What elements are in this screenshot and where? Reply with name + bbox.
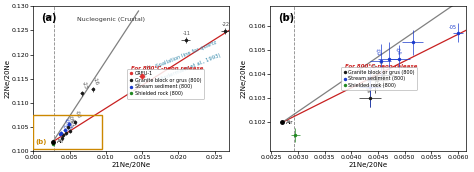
Text: -03: -03 bbox=[74, 110, 81, 119]
Text: -05: -05 bbox=[63, 118, 70, 127]
Text: -05: -05 bbox=[66, 115, 74, 124]
Text: (Niedermann et al., 1993): (Niedermann et al., 1993) bbox=[156, 53, 222, 83]
Text: -12: -12 bbox=[137, 71, 145, 80]
Text: -16: -16 bbox=[91, 77, 99, 86]
Bar bbox=[33, 115, 102, 149]
Text: -08: -08 bbox=[364, 86, 370, 94]
Text: -01: -01 bbox=[65, 122, 73, 131]
Text: -09: -09 bbox=[364, 74, 371, 84]
Legend: Granite block or grus (800), Stream sediment (800), Shielded rock (800): Granite block or grus (800), Stream sedi… bbox=[341, 67, 417, 90]
Text: (b): (b) bbox=[36, 139, 47, 145]
Text: -11: -11 bbox=[183, 31, 191, 36]
Text: -02: -02 bbox=[61, 123, 68, 133]
Text: For 800°C-neon release: For 800°C-neon release bbox=[345, 64, 417, 69]
X-axis label: 21Ne/20Ne: 21Ne/20Ne bbox=[348, 162, 388, 168]
Text: Nucleogenic (Crustal): Nucleogenic (Crustal) bbox=[77, 17, 145, 22]
Text: (b): (b) bbox=[278, 13, 294, 23]
Text: -04: -04 bbox=[393, 47, 401, 56]
Text: -20: -20 bbox=[143, 64, 151, 73]
Legend: CREU-1, Granite block or grus (800), Stream sediment (800), Shielded rock (800): CREU-1, Granite block or grus (800), Str… bbox=[128, 69, 203, 99]
Text: -22: -22 bbox=[221, 23, 229, 28]
Text: mfl: mfl bbox=[44, 15, 53, 20]
X-axis label: 21Ne/20Ne: 21Ne/20Ne bbox=[112, 162, 151, 168]
Text: (a): (a) bbox=[41, 13, 57, 23]
Text: -02: -02 bbox=[374, 48, 382, 57]
Text: For 800°C-neon release: For 800°C-neon release bbox=[131, 66, 204, 71]
Text: -05: -05 bbox=[448, 25, 456, 30]
Text: -02: -02 bbox=[64, 121, 72, 130]
Y-axis label: 22Ne/20Ne: 22Ne/20Ne bbox=[241, 59, 247, 98]
Text: 19-01: 19-01 bbox=[376, 59, 384, 72]
Text: -01: -01 bbox=[69, 119, 76, 128]
Text: -09: -09 bbox=[369, 73, 375, 81]
Text: 21-01: 21-01 bbox=[369, 63, 377, 76]
Text: Air: Air bbox=[286, 120, 293, 125]
Text: Spallation line for quartz: Spallation line for quartz bbox=[155, 40, 217, 69]
Text: -23: -23 bbox=[81, 81, 88, 90]
Y-axis label: 22Ne/20Ne: 22Ne/20Ne bbox=[4, 59, 10, 98]
Text: mfl: mfl bbox=[283, 15, 292, 20]
Text: Air: Air bbox=[56, 139, 64, 144]
